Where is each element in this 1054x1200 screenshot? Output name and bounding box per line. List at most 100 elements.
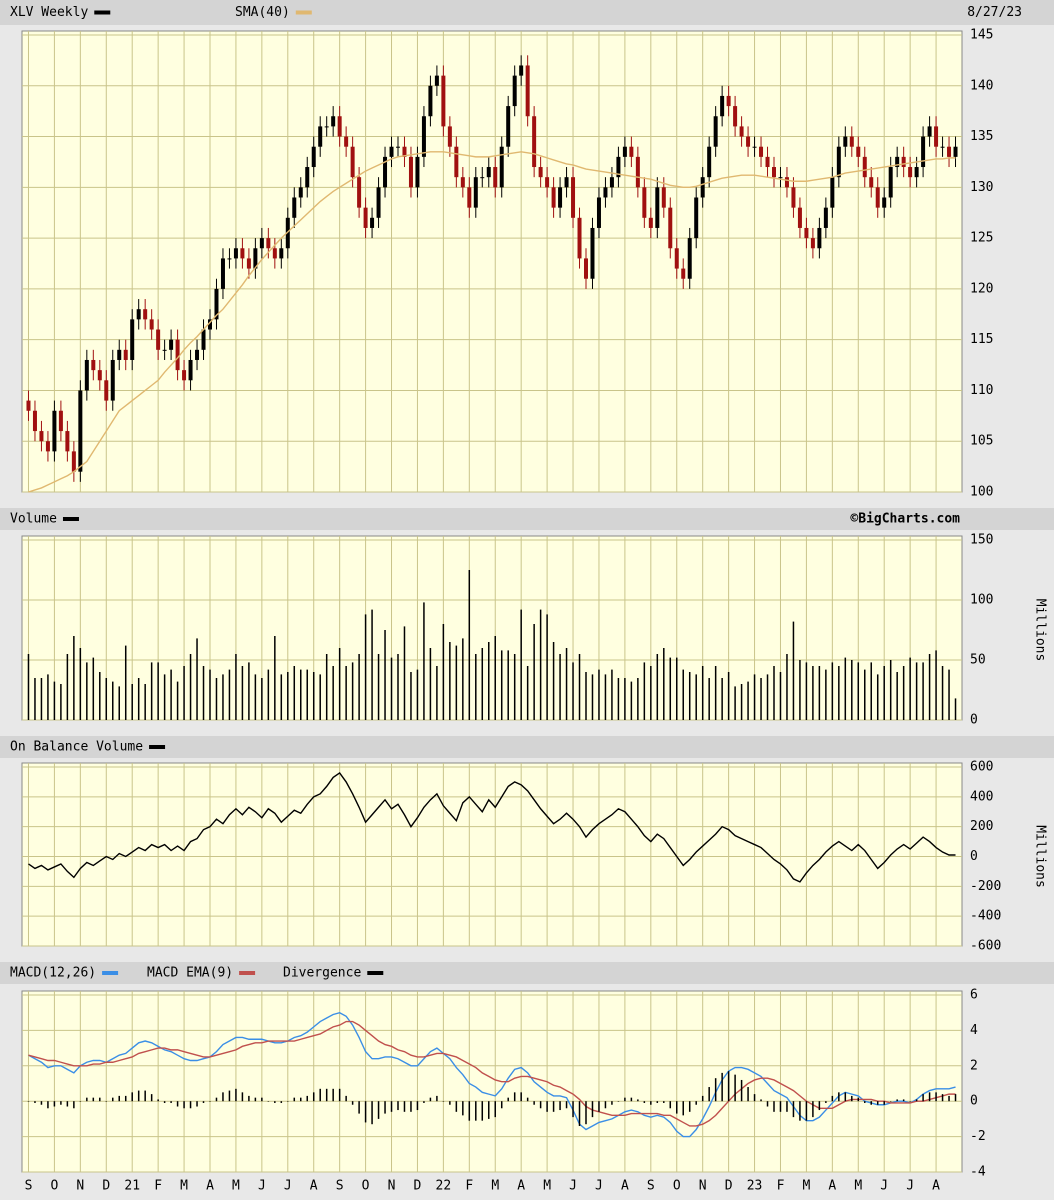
bar [131,1092,133,1102]
bar [468,570,471,720]
bar [753,1094,756,1102]
candle-body [240,248,245,259]
candle-body [389,146,394,157]
candle-body [253,248,258,269]
bar [222,674,224,720]
candle-body [156,329,161,350]
bar [896,672,898,720]
candle-body [551,187,556,208]
y-tick-label: 2 [970,1058,978,1073]
candle-body [441,75,446,127]
x-tick-label: J [284,1179,292,1194]
bar [507,1097,509,1102]
bar [624,678,626,720]
bar [319,1088,321,1102]
x-tick-label: M [491,1179,499,1194]
bar [455,645,458,720]
bar [598,669,600,720]
bar [864,1101,866,1103]
bar [53,681,56,720]
x-tick-label: M [232,1179,240,1194]
candle-body [188,359,193,381]
bar [196,638,198,720]
bar [727,672,730,720]
bar [157,1099,159,1102]
bar [351,1101,354,1105]
bar [312,672,315,720]
candle-body [428,85,433,117]
y-tick-label: 6 [970,988,978,1003]
y-tick-label: 0 [970,849,978,864]
bar [462,638,464,720]
bar [883,666,885,720]
bar [40,1101,43,1105]
candle-body [266,238,271,249]
bar [254,1097,257,1102]
candle-body [344,136,349,147]
bar [792,1101,795,1118]
y-tick-label: 105 [970,434,993,449]
candle-body [603,187,608,198]
bar [202,1101,205,1103]
candle-body [78,390,83,472]
x-tick-label: M [854,1179,862,1194]
x-tick-label: A [932,1179,940,1194]
bar [695,674,697,720]
candle-body [681,268,686,279]
candle-body [214,288,219,320]
bar [99,672,101,720]
candle-body [532,116,537,168]
bar [112,1097,114,1102]
bar [494,1101,496,1118]
candle-body [383,156,388,188]
candle-body [940,146,945,148]
candle-body [843,136,848,147]
bar [241,1092,244,1102]
bar [306,1095,308,1102]
bar [701,666,704,720]
candle-body [752,146,757,148]
bar [656,1101,659,1103]
x-tick-label: 21 [124,1179,140,1194]
x-tick-label: F [154,1179,162,1194]
candle-body [208,319,212,330]
x-tick-label: A [206,1179,214,1194]
candle-body [434,75,439,86]
candle-body [512,75,517,107]
bar [902,666,905,720]
bar [876,1101,879,1105]
candle-body [869,177,874,188]
bar [475,1101,477,1121]
bar [500,650,503,720]
y-tick-label: 115 [970,332,993,347]
x-tick-label: M [802,1179,810,1194]
candle-body [733,106,738,127]
bar [79,1101,82,1102]
y-tick-label: 145 [970,28,993,43]
candle-body [305,167,310,188]
bar [747,1087,749,1102]
bar [163,674,166,720]
bar [86,1097,88,1102]
bar [183,1101,185,1109]
candle-body [622,146,627,157]
x-tick-label: J [258,1179,266,1194]
bar [235,1088,237,1102]
bar [364,614,367,720]
bar [747,681,749,720]
bar [909,657,911,720]
bar [475,654,477,720]
bar [222,1092,224,1102]
bar [773,666,775,720]
bar [941,1094,944,1102]
bar [124,1095,127,1102]
x-tick-label: A [310,1179,318,1194]
x-tick-label: O [362,1179,370,1194]
x-tick-label: F [465,1179,473,1194]
legend-swatch [367,971,384,975]
bar [740,684,743,720]
candle-body [285,217,290,249]
x-tick-label: D [725,1179,733,1194]
bar [99,1097,101,1102]
bar [851,660,853,720]
